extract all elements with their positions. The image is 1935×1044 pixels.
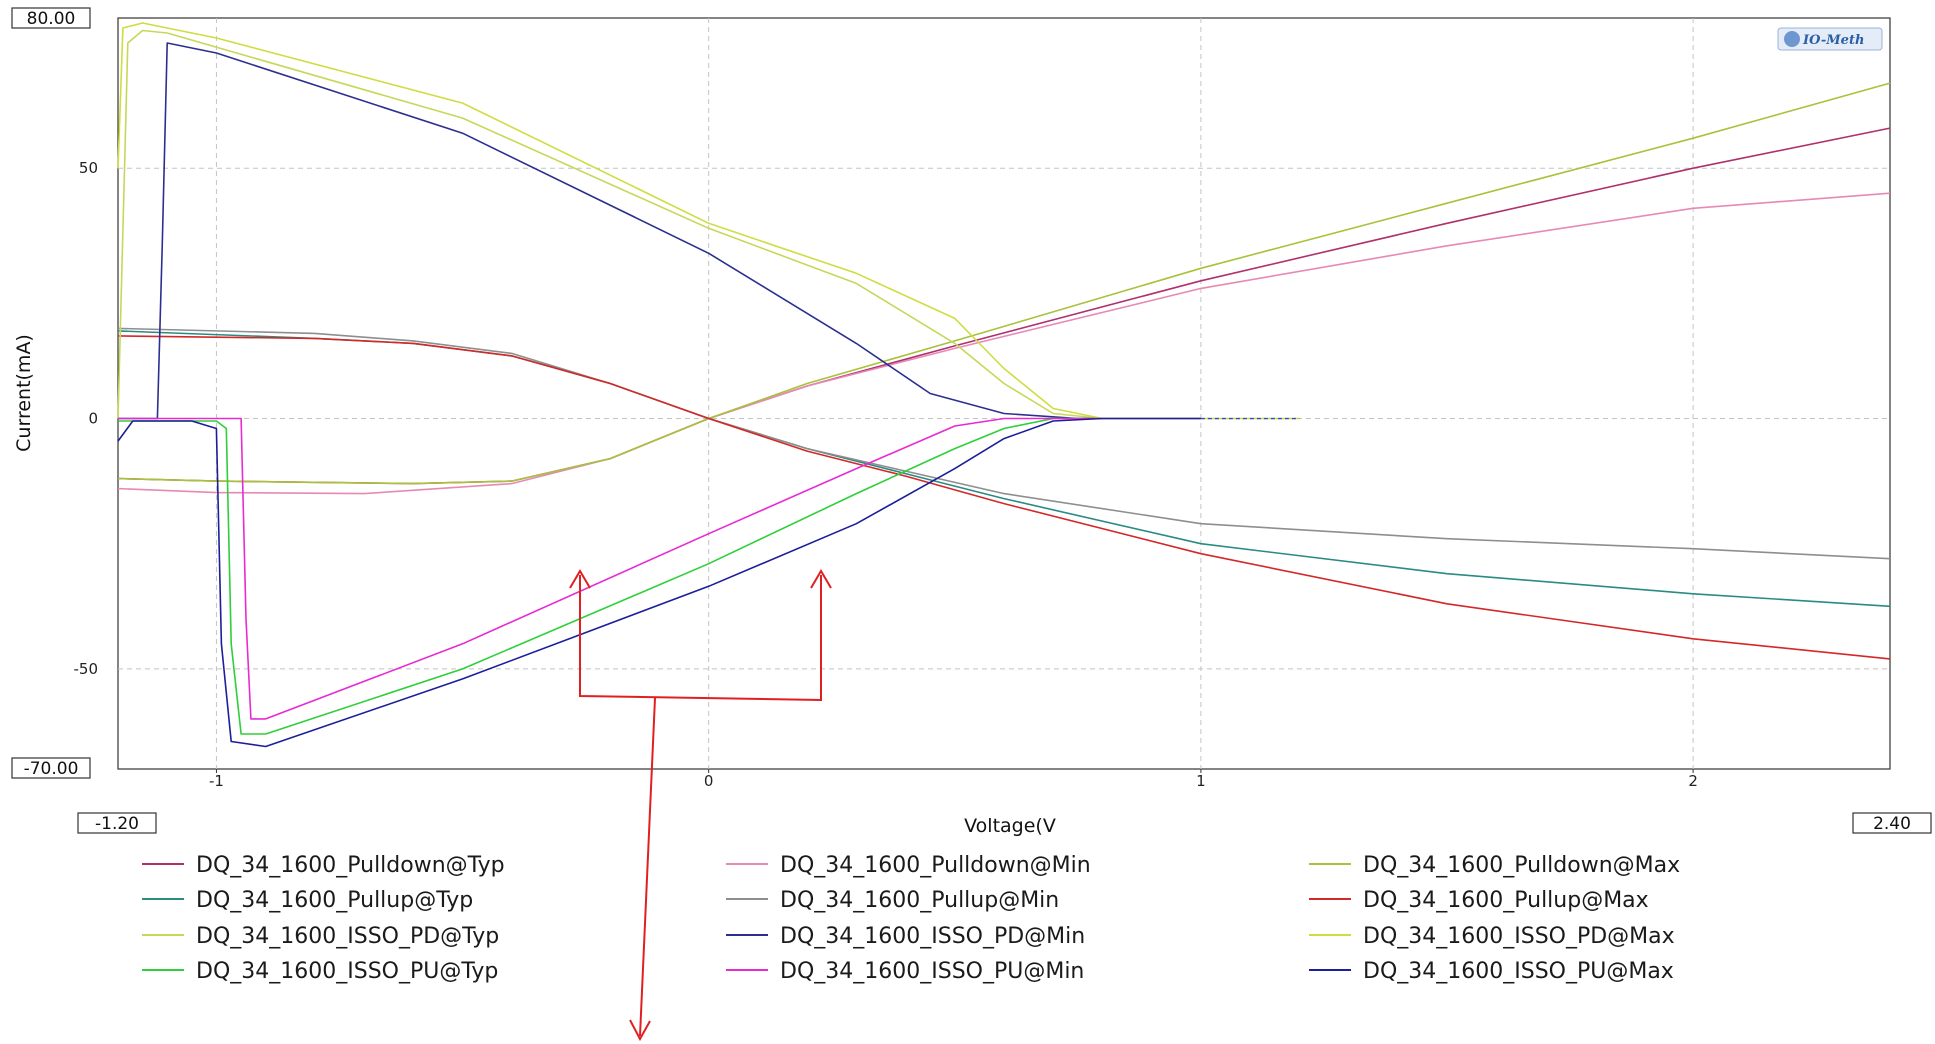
legend-label: DQ_34_1600_Pulldown@Max bbox=[1363, 853, 1680, 878]
logo-text: IO-Meth bbox=[1802, 33, 1864, 48]
y-max-box: 80.00 bbox=[11, 7, 91, 29]
y-max-label: 80.00 bbox=[27, 9, 76, 29]
legend-label: DQ_34_1600_Pullup@Typ bbox=[196, 888, 473, 913]
x-tick-label: 1 bbox=[1196, 772, 1206, 790]
io-meth-logo: IO-Meth bbox=[1777, 27, 1883, 51]
series-line-9 bbox=[118, 417, 1103, 735]
legend-label: DQ_34_1600_Pulldown@Min bbox=[780, 853, 1091, 878]
legend-item: DQ_34_1600_ISSO_PD@Typ bbox=[142, 924, 499, 949]
legend-item: DQ_34_1600_ISSO_PU@Typ bbox=[142, 959, 498, 984]
legend-item: DQ_34_1600_ISSO_PD@Min bbox=[726, 924, 1085, 949]
y-tick-label: 50 bbox=[79, 159, 98, 177]
y-tick-label: -50 bbox=[74, 660, 99, 678]
series-line-10 bbox=[118, 417, 1103, 720]
x-axis-title: Voltage(V bbox=[964, 815, 1056, 837]
legend-item: DQ_34_1600_ISSO_PU@Min bbox=[726, 959, 1084, 984]
x-min-box: -1.20 bbox=[77, 812, 157, 834]
annotation-bracket bbox=[579, 575, 822, 702]
legend-label: DQ_34_1600_Pullup@Min bbox=[780, 888, 1059, 913]
legend-item: DQ_34_1600_ISSO_PD@Max bbox=[1309, 924, 1675, 949]
legend-item: DQ_34_1600_Pullup@Typ bbox=[142, 888, 473, 913]
series-line-1 bbox=[117, 192, 1891, 495]
y-tick-label: 0 bbox=[88, 410, 98, 428]
legend-label: DQ_34_1600_ISSO_PU@Min bbox=[780, 959, 1084, 984]
x-tick-label: 0 bbox=[704, 772, 714, 790]
legend-label: DQ_34_1600_Pulldown@Typ bbox=[196, 853, 505, 878]
series-line-6 bbox=[117, 29, 1201, 420]
series-layer bbox=[117, 22, 1891, 748]
legend-label: DQ_34_1600_ISSO_PU@Max bbox=[1363, 959, 1674, 984]
x-min-label: -1.20 bbox=[95, 814, 139, 834]
legend-item: DQ_34_1600_Pulldown@Min bbox=[726, 853, 1091, 878]
y-min-box: -70.00 bbox=[11, 757, 91, 779]
x-max-label: 2.40 bbox=[1873, 814, 1911, 834]
legend-label: DQ_34_1600_ISSO_PU@Typ bbox=[196, 959, 498, 984]
annotation-arrowhead-left bbox=[569, 569, 591, 589]
legend: DQ_34_1600_Pulldown@Typ DQ_34_1600_Pulldo… bbox=[142, 853, 1680, 984]
legend-label: DQ_34_1600_ISSO_PD@Min bbox=[780, 924, 1085, 949]
annotation-arrowhead-down bbox=[629, 1019, 651, 1042]
series-line-11 bbox=[117, 417, 1201, 748]
annotation-arrowhead-right bbox=[810, 569, 832, 589]
series-line-7 bbox=[118, 42, 1201, 420]
y-axis-title: Current(mA) bbox=[13, 334, 35, 452]
tick-labels: -1 0 1 2 50 0 -50 bbox=[74, 159, 1698, 790]
series-line-5 bbox=[117, 335, 1891, 660]
annotation-arrows bbox=[569, 569, 832, 1042]
legend-label: DQ_34_1600_Pullup@Max bbox=[1363, 888, 1649, 913]
series-line-4 bbox=[117, 327, 1891, 560]
legend-item: DQ_34_1600_Pullup@Min bbox=[726, 888, 1059, 913]
legend-label: DQ_34_1600_ISSO_PD@Max bbox=[1363, 924, 1675, 949]
legend-item: DQ_34_1600_Pulldown@Max bbox=[1309, 853, 1680, 878]
y-min-label: -70.00 bbox=[24, 759, 79, 779]
x-tick-label: 2 bbox=[1688, 772, 1698, 790]
x-tick-label: -1 bbox=[209, 772, 224, 790]
legend-item: DQ_34_1600_Pulldown@Typ bbox=[142, 853, 505, 878]
x-max-box: 2.40 bbox=[1852, 812, 1932, 834]
legend-item: DQ_34_1600_Pullup@Max bbox=[1309, 888, 1649, 913]
annotation-stem bbox=[639, 697, 656, 1037]
series-line-2 bbox=[117, 82, 1891, 485]
legend-item: DQ_34_1600_ISSO_PU@Max bbox=[1309, 959, 1674, 984]
legend-label: DQ_34_1600_ISSO_PD@Typ bbox=[196, 924, 499, 949]
